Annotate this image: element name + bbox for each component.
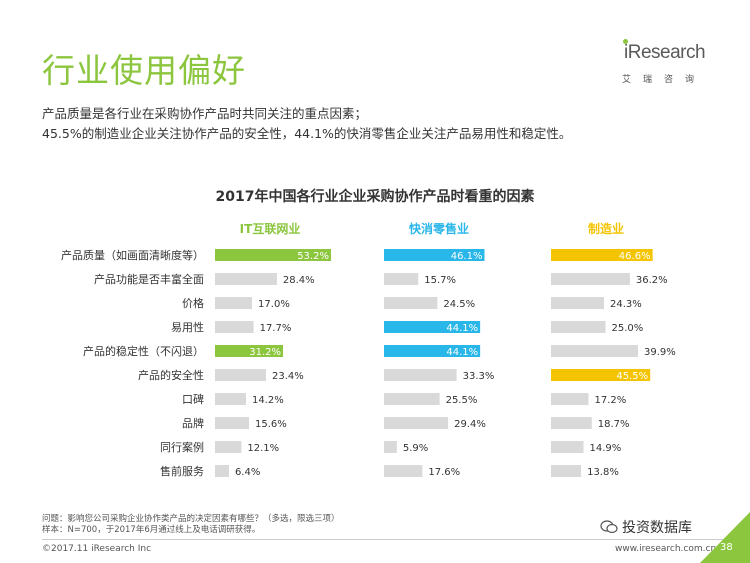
bar bbox=[215, 345, 284, 357]
bar bbox=[384, 345, 481, 357]
summary-line-1: 产品质量是各行业在采购协作产品时共同关注的重点因素； bbox=[42, 106, 368, 121]
category-label: 产品功能是否丰富全面 bbox=[94, 272, 204, 286]
footer-sample: 样本：N=700，于2017年6月通过线上及电话调研获得。 bbox=[42, 525, 261, 535]
category-label: 产品的安全性 bbox=[138, 368, 204, 382]
bar bbox=[215, 369, 267, 381]
category-label: 价格 bbox=[182, 296, 204, 310]
logo-dot-icon bbox=[623, 39, 628, 44]
series-header: 制造业 bbox=[588, 221, 624, 236]
data-label: 29.4% bbox=[454, 419, 486, 430]
footer-divider bbox=[42, 539, 732, 540]
bar bbox=[215, 273, 277, 285]
bar bbox=[215, 441, 242, 453]
series-header: 快消零售业 bbox=[409, 221, 469, 236]
data-label: 17.2% bbox=[594, 395, 626, 406]
data-label: 24.5% bbox=[443, 299, 475, 310]
footer-question: 问题：影响您公司采购企业协作类产品的决定因素有哪些？（多选，限选三项） bbox=[42, 514, 340, 524]
bar bbox=[215, 465, 229, 477]
bar bbox=[215, 321, 254, 333]
data-label: 17.0% bbox=[258, 299, 290, 310]
category-label: 品牌 bbox=[182, 416, 204, 430]
data-label: 24.3% bbox=[610, 299, 642, 310]
data-label: 12.1% bbox=[247, 443, 279, 454]
bar bbox=[384, 417, 449, 429]
bar bbox=[384, 393, 440, 405]
data-label: 33.3% bbox=[463, 371, 495, 382]
bar bbox=[551, 273, 630, 285]
summary-line-2: 45.5%的制造业企业关注协作产品的安全性，44.1%的快消零售企业关注产品易用… bbox=[42, 126, 572, 141]
bar bbox=[551, 321, 606, 333]
data-label: 18.7% bbox=[598, 419, 630, 430]
data-label: 5.9% bbox=[403, 443, 428, 454]
bar bbox=[551, 441, 584, 453]
bar bbox=[215, 417, 250, 429]
bar bbox=[551, 345, 638, 357]
data-label: 6.4% bbox=[235, 467, 260, 478]
watermark-text: 投资数据库 bbox=[622, 520, 692, 536]
bar bbox=[384, 369, 457, 381]
chart-title: 2017年中国各行业企业采购协作产品时看重的因素 bbox=[215, 189, 535, 205]
category-label: 口碑 bbox=[182, 393, 204, 406]
page-title: 行业使用偏好 bbox=[42, 51, 246, 90]
category-label: 易用性 bbox=[171, 320, 204, 334]
data-label: 46.1% bbox=[451, 251, 483, 262]
footer-note: 问题：影响您公司采购企业协作类产品的决定因素有哪些？（多选，限选三项） 样本：N… bbox=[42, 514, 340, 536]
footer-url[interactable]: www.iresearch.com.cn bbox=[615, 544, 717, 554]
bar bbox=[551, 297, 604, 309]
bar bbox=[384, 321, 481, 333]
data-label: 28.4% bbox=[283, 275, 315, 286]
bar bbox=[215, 249, 331, 261]
data-label: 23.4% bbox=[272, 371, 304, 382]
data-label: 14.2% bbox=[252, 395, 284, 406]
data-label: 39.9% bbox=[644, 347, 676, 358]
page-number: 38 bbox=[720, 542, 733, 553]
data-label: 13.8% bbox=[587, 467, 619, 478]
logo-text: iResearch bbox=[624, 42, 706, 63]
bar bbox=[384, 249, 485, 261]
bar bbox=[384, 273, 419, 285]
category-label: 产品的稳定性（不闪退） bbox=[83, 344, 204, 358]
bar bbox=[551, 369, 651, 381]
bar bbox=[384, 465, 423, 477]
bar bbox=[551, 249, 653, 261]
data-label: 36.2% bbox=[636, 275, 668, 286]
watermark: 投资数据库 bbox=[600, 517, 692, 537]
wechat-icon bbox=[600, 520, 618, 534]
data-label: 44.1% bbox=[446, 323, 478, 334]
data-label: 31.2% bbox=[249, 347, 281, 358]
data-label: 25.5% bbox=[446, 395, 478, 406]
bar bbox=[551, 417, 592, 429]
data-label: 46.6% bbox=[619, 251, 651, 262]
bar bbox=[215, 297, 253, 309]
category-label: 同行案例 bbox=[160, 440, 204, 454]
bar bbox=[384, 441, 397, 453]
bar bbox=[551, 465, 582, 477]
data-label: 17.6% bbox=[428, 467, 460, 478]
data-label: 14.9% bbox=[589, 443, 621, 454]
bar bbox=[215, 393, 246, 405]
bar bbox=[551, 393, 589, 405]
category-label: 产品质量（如画面清晰度等） bbox=[61, 248, 204, 262]
iresearch-logo: iResearch 艾瑞咨询 bbox=[618, 39, 710, 92]
copyright: ©2017.11 iResearch Inc bbox=[42, 544, 152, 554]
summary: 产品质量是各行业在采购协作产品时共同关注的重点因素； 45.5%的制造业企业关注… bbox=[42, 104, 571, 144]
page-corner bbox=[700, 512, 750, 563]
data-label: 44.1% bbox=[446, 347, 478, 358]
data-label: 25.0% bbox=[612, 323, 644, 334]
category-label: 售前服务 bbox=[160, 464, 204, 478]
data-label: 15.6% bbox=[255, 419, 287, 430]
logo-subtitle: 艾瑞咨询 bbox=[622, 75, 707, 85]
data-label: 53.2% bbox=[297, 251, 329, 262]
data-label: 15.7% bbox=[424, 275, 456, 286]
data-label: 45.5% bbox=[616, 371, 648, 382]
bar bbox=[384, 297, 438, 309]
data-label: 17.7% bbox=[260, 323, 292, 334]
series-header: IT互联网业 bbox=[240, 221, 301, 236]
